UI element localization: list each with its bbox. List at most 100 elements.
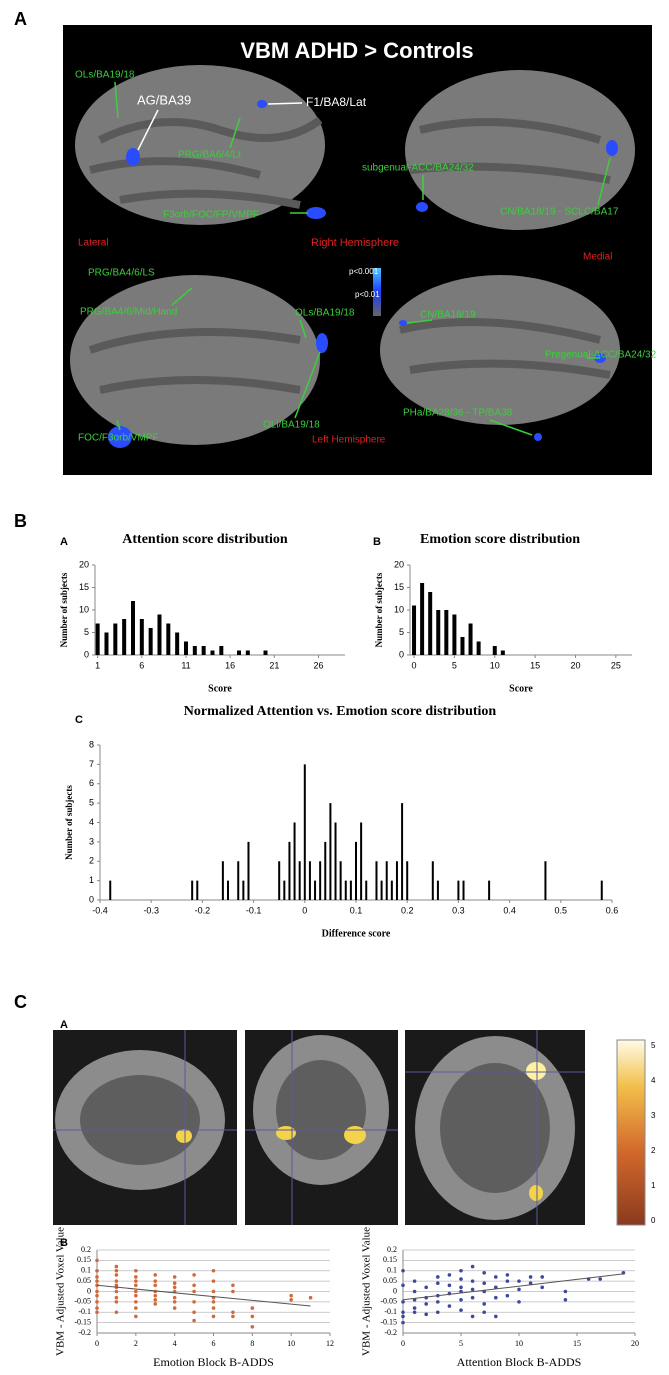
point [114,1310,119,1315]
point [494,1275,498,1279]
y-tick-label: 0.2 [81,1245,91,1254]
bar [600,880,603,900]
x-tick-label: 0 [302,905,307,915]
bar [431,861,434,900]
bar [314,880,317,900]
point [134,1283,138,1288]
bar [462,880,465,900]
point [211,1279,216,1283]
point [95,1310,99,1315]
bar [242,880,245,900]
bar [406,861,409,900]
point [172,1285,177,1290]
colorbar-tick-label: 2 [651,1146,656,1155]
point [412,1306,417,1310]
x-tick-label: 1 [95,660,100,670]
trend-line [96,1284,311,1307]
point [401,1314,405,1319]
chart-title: Emotion score distribution [420,532,580,547]
brain-annotation: CN/BA18/19 - SCLC/BA17 [500,207,619,218]
bar [293,822,296,900]
bar [444,610,449,655]
y-tick-label: 0.05 [77,1276,91,1285]
x-tick-label: 16 [225,660,235,670]
y-axis-title: Number of subjects [64,785,74,860]
bar [452,614,457,655]
bar [329,803,332,900]
point [231,1314,235,1319]
y-tick-label: 1 [89,875,94,885]
point [401,1268,405,1273]
point [459,1277,463,1281]
point [494,1314,498,1319]
bar [263,650,268,655]
point [517,1300,521,1304]
x-axis-title: Emotion Block B-ADDS [153,1355,274,1369]
x-tick-label: 5 [452,660,457,670]
bar [349,880,352,900]
point [153,1302,158,1306]
trend-line [402,1273,624,1301]
point [192,1318,196,1323]
point [482,1302,487,1306]
bar [219,646,224,655]
point [505,1273,510,1277]
x-tick-label: 11 [181,660,190,670]
bar [420,583,425,655]
panel-label: A [14,9,27,29]
x-tick-label: 12 [326,1339,334,1348]
bar [201,646,206,655]
sub-label: A [60,1019,68,1031]
point [114,1273,119,1277]
bar [395,861,398,900]
x-tick-label: 6 [212,1339,216,1348]
x-tick-label: -0.1 [246,905,262,915]
point [598,1277,602,1281]
y-tick-label: -0.15 [74,1317,91,1326]
point [95,1300,99,1304]
bar [436,880,439,900]
point [95,1306,99,1310]
sub-label: A [60,536,68,548]
y-tick-label: 20 [79,559,89,569]
point [412,1310,417,1315]
point [250,1306,255,1310]
colorbar-tick-label: 5 [651,1041,656,1050]
bar [492,646,497,655]
point [153,1298,158,1302]
x-tick-label: 0.4 [503,905,516,915]
point [172,1300,177,1304]
bar [360,822,363,900]
bar [380,880,383,900]
bar [210,650,215,655]
x-tick-label: 0 [412,660,417,670]
bar [344,880,347,900]
y-tick-label: 8 [89,739,94,749]
y-tick-label: 0.05 [383,1276,397,1285]
point [172,1275,177,1279]
bar [298,861,301,900]
x-tick-label: 10 [515,1339,523,1348]
y-tick-label: 15 [394,582,404,592]
point [172,1295,177,1300]
point [153,1279,158,1283]
point [231,1283,235,1288]
point [424,1285,429,1290]
bar [365,880,368,900]
brain-annotation: Medial [583,252,612,263]
point [114,1300,119,1304]
brain-annotation: Lateral [78,238,109,249]
bar [428,592,433,655]
x-tick-label: 8 [250,1339,254,1348]
point [211,1268,216,1273]
point [447,1283,452,1288]
point [459,1308,463,1312]
bar [196,880,199,900]
point [95,1293,99,1298]
x-tick-label: 0 [401,1339,405,1348]
point [470,1279,475,1283]
x-tick-label: 0.5 [555,905,568,915]
bar [476,641,481,655]
colorbar-tick-label: 0 [651,1216,656,1225]
x-tick-label: -0.2 [195,905,211,915]
